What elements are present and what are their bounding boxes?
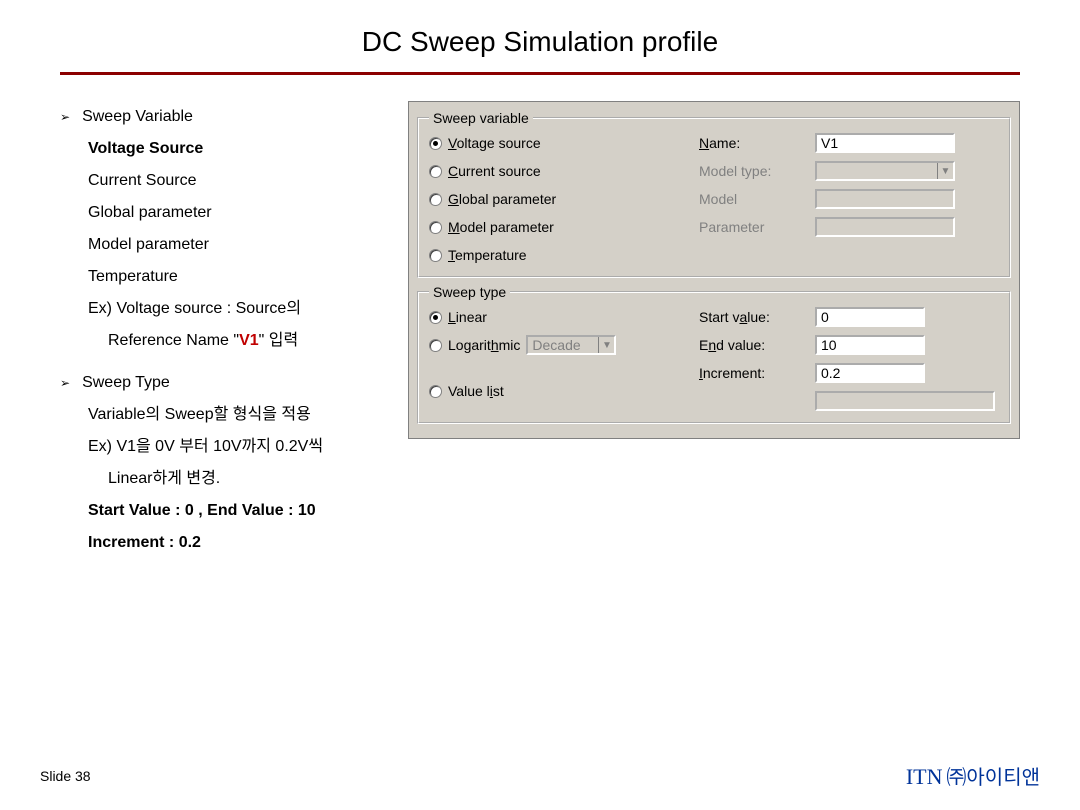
input-start-value[interactable] bbox=[815, 307, 925, 327]
bullet-icon: ➢ bbox=[60, 371, 70, 395]
combo-log-scale: Decade ▼ bbox=[526, 335, 616, 355]
text-ex2-line1: Ex) V1을 0V 부터 10V까지 0.2V씩 bbox=[60, 431, 390, 463]
label-model-name: Model bbox=[699, 191, 809, 207]
text-current-source: Current Source bbox=[60, 165, 390, 197]
radio-logarithmic[interactable]: Logarithmic Decade ▼ bbox=[429, 334, 679, 356]
text-increment: Increment : 0.2 bbox=[60, 527, 390, 559]
input-model-name bbox=[815, 189, 955, 209]
label-parameter: Parameter bbox=[699, 219, 809, 235]
chevron-down-icon: ▼ bbox=[598, 337, 614, 353]
chevron-down-icon: ▼ bbox=[937, 163, 953, 179]
slide-number: Slide 38 bbox=[40, 768, 91, 784]
bullet-icon: ➢ bbox=[60, 105, 70, 129]
text-voltage-source: Voltage Source bbox=[60, 133, 390, 165]
radio-global-parameter[interactable]: Global parameter bbox=[429, 188, 679, 210]
radio-temperature[interactable]: Temperature bbox=[429, 244, 679, 266]
text-sweep-desc: Variable의 Sweep할 형식을 적용 bbox=[60, 399, 390, 431]
radio-dot-icon bbox=[429, 311, 442, 324]
input-increment[interactable] bbox=[815, 363, 925, 383]
input-parameter bbox=[815, 217, 955, 237]
radio-dot-icon bbox=[429, 193, 442, 206]
label-start-value: Start value: bbox=[699, 309, 809, 325]
radio-model-parameter[interactable]: Model parameter bbox=[429, 216, 679, 238]
radio-current-source[interactable]: Current source bbox=[429, 160, 679, 182]
radio-dot-icon bbox=[429, 221, 442, 234]
text-ex2-line2: Linear하게 변경. bbox=[60, 463, 390, 495]
combo-model-type: ▼ bbox=[815, 161, 955, 181]
text-start-end: Start Value : 0 , End Value : 10 bbox=[60, 495, 390, 527]
brand-itn: ITN bbox=[906, 764, 943, 789]
dialog-panel: Sweep variable Voltage source Current so… bbox=[408, 101, 1020, 439]
outline-left: ➢ Sweep Variable Voltage Source Current … bbox=[60, 101, 390, 559]
radio-dot-icon bbox=[429, 165, 442, 178]
radio-dot-icon bbox=[429, 339, 442, 352]
text-ex1-line2: Reference Name "V1" 입력 bbox=[60, 325, 390, 357]
input-value-list bbox=[815, 391, 995, 411]
brand-korean: ㈜아이티앤 bbox=[946, 767, 1040, 789]
radio-dot-icon bbox=[429, 137, 442, 150]
label-increment: Increment: bbox=[699, 365, 809, 381]
group-legend: Sweep type bbox=[429, 284, 510, 300]
input-name[interactable] bbox=[815, 133, 955, 153]
title-divider bbox=[60, 72, 1020, 75]
heading-sweep-variable: Sweep Variable bbox=[82, 101, 193, 133]
text-model-parameter: Model parameter bbox=[60, 229, 390, 261]
text-global-parameter: Global parameter bbox=[60, 197, 390, 229]
label-model-type: Model type: bbox=[699, 163, 809, 179]
heading-sweep-type: Sweep Type bbox=[82, 367, 170, 399]
radio-value-list[interactable]: Value list bbox=[429, 380, 679, 402]
radio-voltage-source[interactable]: Voltage source bbox=[429, 132, 679, 154]
group-legend: Sweep variable bbox=[429, 110, 533, 126]
group-sweep-type: Sweep type Linear Logarithmic Decade bbox=[417, 284, 1011, 424]
radio-linear[interactable]: Linear bbox=[429, 306, 679, 328]
input-end-value[interactable] bbox=[815, 335, 925, 355]
group-sweep-variable: Sweep variable Voltage source Current so… bbox=[417, 110, 1011, 278]
text-temperature: Temperature bbox=[60, 261, 390, 293]
page-title: DC Sweep Simulation profile bbox=[60, 26, 1020, 58]
text-ex1-line1: Ex) Voltage source : Source의 bbox=[60, 293, 390, 325]
label-name: Name: bbox=[699, 135, 809, 151]
radio-dot-icon bbox=[429, 249, 442, 262]
radio-dot-icon bbox=[429, 385, 442, 398]
label-end-value: End value: bbox=[699, 337, 809, 353]
